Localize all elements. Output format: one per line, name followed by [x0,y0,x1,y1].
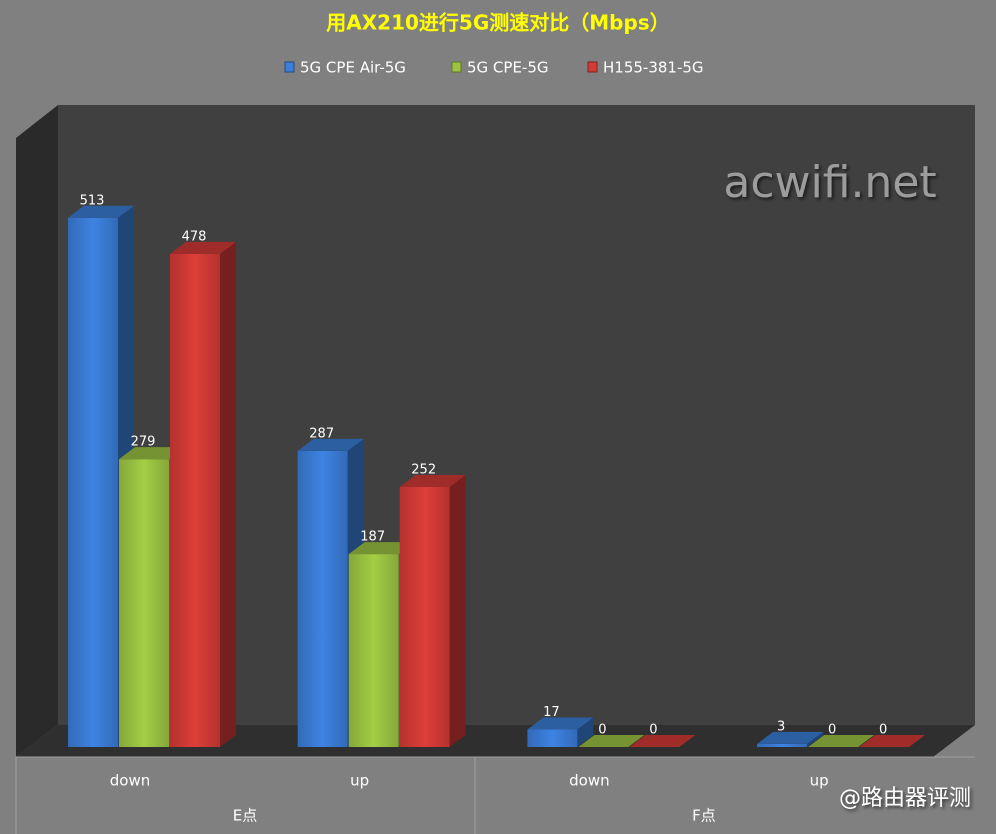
side-wall [16,105,58,757]
back-wall [58,105,975,725]
bar-front [297,450,348,747]
bar-side [449,475,466,747]
floor [16,725,975,757]
bar [170,241,236,747]
data-label: 279 [131,435,156,450]
group-label: F点 [692,807,716,825]
data-label: 513 [80,193,105,208]
x-tick-label: up [350,772,369,790]
bar [629,735,696,747]
legend-label: H155-381-5G [603,59,704,77]
bar [859,735,926,747]
data-label: 0 [879,723,887,738]
bar-side [577,717,594,747]
bar-top [757,731,824,744]
bar-front [757,743,808,747]
bar-top [527,717,594,730]
legend-label: 5G CPE-5G [467,59,549,77]
data-label: 0 [598,723,606,738]
bar-top [119,447,185,460]
bar [808,735,875,747]
bar-top [297,438,364,451]
data-label: 478 [182,229,207,244]
bar-front [68,217,118,747]
x-tick-label: down [569,772,609,790]
bar-top [859,735,926,747]
data-label: 0 [828,723,836,738]
watermark: acwifi.net [723,157,936,208]
legend-marker [587,61,598,73]
bar [578,735,645,747]
bar-front [348,554,399,747]
bar-side [220,241,236,747]
bar [757,731,824,747]
data-label: 17 [543,705,560,720]
bar-top [170,241,236,254]
bar [399,475,466,747]
bar-front [399,487,450,747]
bar-front [119,459,169,747]
bar-side [807,731,824,747]
data-label: 0 [649,723,657,738]
bar [527,717,594,747]
legend-marker [451,61,462,73]
bar-top [629,735,696,747]
bar-top [348,542,415,555]
chart-title: 用AX210进行5G测速对比（Mbps） [326,11,669,35]
bar-front [527,729,578,747]
data-label: 187 [360,530,385,545]
bar-front [170,253,220,747]
data-label: 3 [777,719,785,734]
bar-top [68,205,134,218]
data-label: 252 [411,463,436,478]
legend-marker [284,61,295,73]
bar-top [399,475,466,488]
watermark: @路由器评测 [839,786,971,811]
x-tick-label: down [110,772,150,790]
group-label: E点 [233,807,257,825]
x-tick-label: up [810,772,829,790]
bar-top [578,735,645,747]
legend-label: 5G CPE Air-5G [300,59,406,77]
bar-top [808,735,875,747]
data-label: 287 [309,426,334,441]
